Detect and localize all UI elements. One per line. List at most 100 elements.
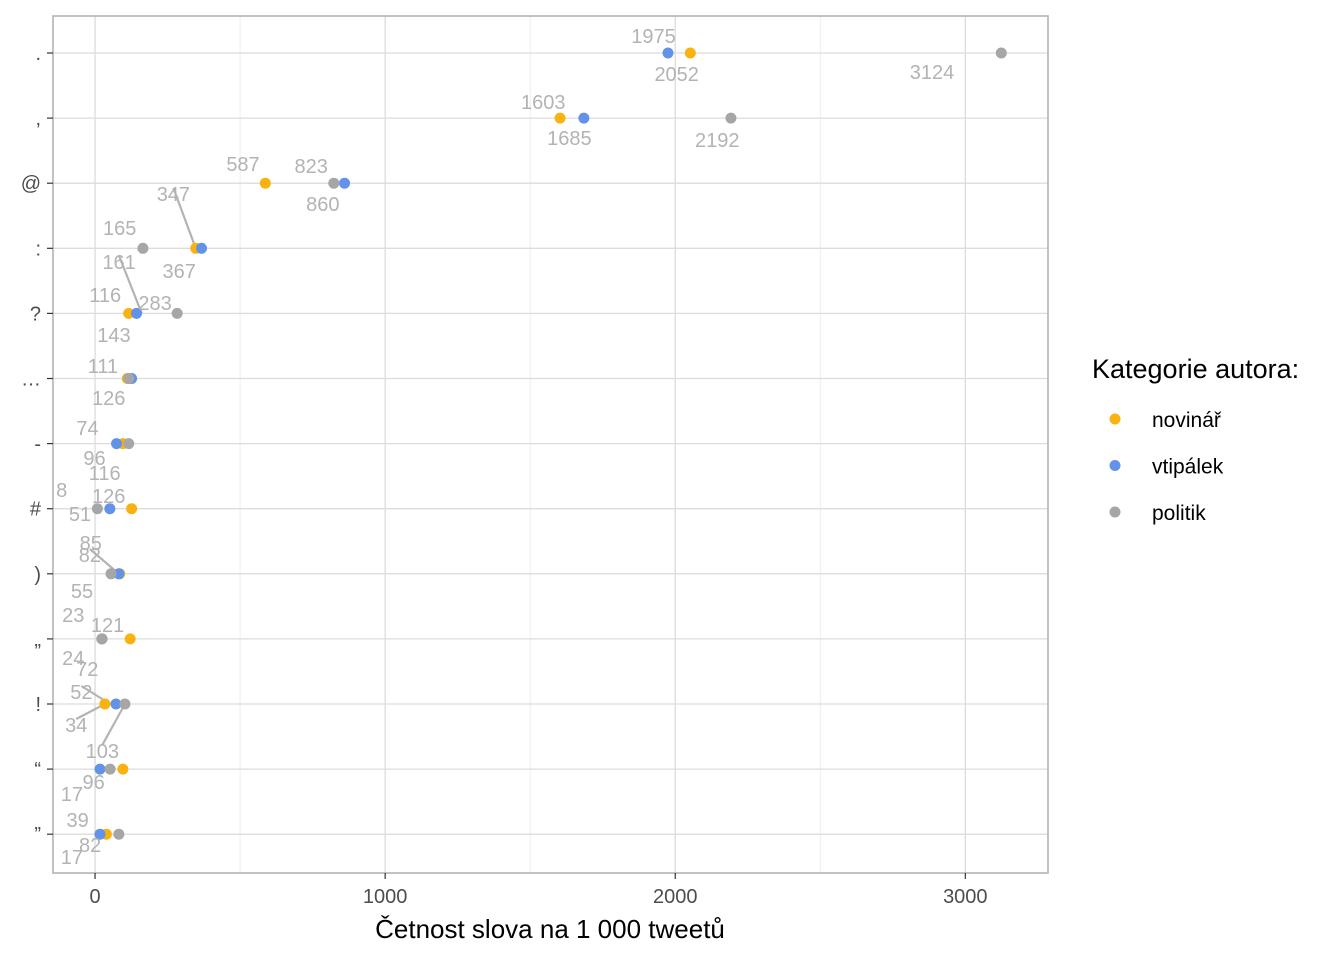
x-axis-title: Četnost slova na 1 000 tweetů: [375, 914, 725, 944]
point-politik: [328, 177, 340, 189]
point-vtipálek: [104, 503, 116, 515]
data-label: 3124: [910, 62, 955, 84]
data-label: 103: [86, 741, 119, 763]
data-label: 111: [88, 356, 118, 378]
data-label: 2052: [654, 64, 699, 86]
y-tick-label: ”: [34, 824, 41, 846]
data-label: 161: [102, 252, 135, 274]
y-tick-label: „: [34, 629, 41, 651]
y-tick-label: ?: [30, 303, 41, 325]
data-label: 116: [89, 463, 121, 485]
y-tick-label: @: [21, 173, 41, 195]
x-axis: 0 1000 2000 3000: [90, 873, 988, 908]
point-vtipálek: [131, 307, 143, 319]
point-politik: [995, 47, 1007, 59]
data-label: 283: [138, 293, 171, 315]
y-axis: ., @:? … - #) „! “ ”: [21, 43, 53, 846]
data-label: 823: [294, 156, 327, 178]
data-label: 367: [163, 261, 196, 283]
y-tick-label: “: [34, 759, 41, 781]
point-politik: [123, 438, 135, 450]
point-politik: [171, 307, 183, 319]
data-label: 51: [69, 504, 91, 526]
data-label: 126: [92, 486, 125, 508]
point-vtipálek: [339, 177, 351, 189]
point-politik: [123, 373, 135, 384]
point-vtipálek: [113, 568, 125, 580]
y-tick-label: ): [34, 564, 41, 586]
data-label: 82: [79, 545, 101, 567]
point-novinář: [99, 698, 111, 710]
legend: Kategorie autora: novinář vtipálek politik: [1092, 354, 1299, 525]
data-label: 2192: [695, 130, 740, 152]
point-novinář: [123, 307, 135, 319]
data-label: 39: [67, 810, 89, 832]
point-novinář: [259, 177, 271, 189]
point-politik: [113, 828, 125, 840]
y-tick-label: #: [30, 499, 42, 521]
y-tick-label: -: [34, 434, 41, 456]
point-vtipálek: [196, 242, 208, 254]
leader-lines: [75, 187, 197, 746]
legend-key-novinář: [1109, 413, 1121, 425]
data-label: 34: [65, 715, 87, 737]
leader-line: [172, 187, 197, 249]
point-novinář: [126, 503, 138, 515]
point-politik: [105, 568, 117, 580]
point-politik: [96, 633, 108, 645]
point-vtipálek: [94, 763, 106, 775]
grid: [53, 16, 1048, 873]
data-points: [91, 47, 1007, 840]
point-novinář: [684, 47, 696, 59]
data-label: 55: [71, 581, 93, 603]
x-tick-label: 1000: [363, 886, 408, 908]
point-novinář: [124, 633, 136, 645]
y-tick-label: …: [21, 369, 41, 391]
point-novinář: [554, 112, 566, 124]
y-tick-label: .: [35, 43, 41, 65]
y-tick-label: ,: [35, 108, 41, 130]
data-label: 165: [103, 218, 136, 240]
legend-title: Kategorie autora:: [1092, 354, 1299, 384]
legend-label: novinář: [1152, 409, 1222, 432]
data-label: 143: [97, 325, 130, 347]
data-label: 17: [61, 784, 83, 806]
point-novinář: [117, 763, 129, 775]
y-tick-label: :: [35, 238, 41, 260]
data-label: 96: [83, 448, 105, 470]
data-label: 74: [76, 418, 98, 440]
point-politik: [119, 698, 131, 710]
data-label: 116: [89, 285, 121, 307]
data-label: 1603: [521, 92, 566, 114]
data-label: 121: [91, 615, 124, 637]
legend-label: vtipálek: [1152, 456, 1224, 479]
data-label: 23: [62, 605, 84, 627]
data-label: 8: [56, 480, 67, 502]
data-label: 24: [62, 648, 84, 670]
legend-key-vtipálek: [1109, 460, 1121, 471]
leader-line: [101, 703, 126, 746]
data-label: 96: [82, 772, 104, 794]
data-label: 82: [79, 835, 101, 857]
point-vtipálek: [578, 112, 590, 124]
data-label: 1975: [631, 26, 676, 48]
leader-line: [118, 255, 143, 314]
point-politik: [91, 503, 103, 515]
point-politik: [725, 112, 737, 124]
point-vtipálek: [94, 828, 106, 840]
point-vtipálek: [111, 438, 123, 450]
data-label: 860: [306, 194, 339, 216]
legend-items: novinář vtipálek politik: [1109, 409, 1224, 525]
point-politik: [104, 763, 116, 775]
data-label: 1685: [547, 128, 592, 150]
panel-border: [52, 15, 1049, 874]
data-label: 587: [226, 154, 259, 176]
x-tick-label: 3000: [943, 886, 988, 908]
point-vtipálek: [662, 47, 674, 59]
point-politik: [137, 242, 149, 254]
legend-label: politik: [1152, 502, 1206, 525]
legend-key-politik: [1109, 506, 1121, 518]
data-label: 347: [157, 184, 190, 206]
